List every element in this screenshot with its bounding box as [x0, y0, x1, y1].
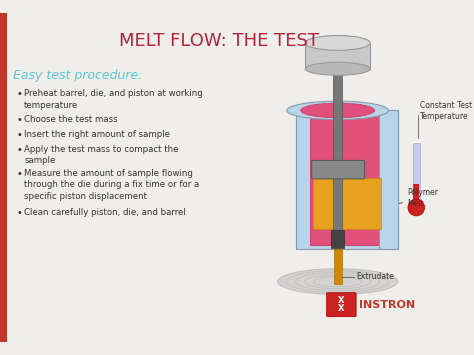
Text: •: • [17, 115, 23, 125]
Text: •: • [17, 169, 23, 179]
Text: Choose the test mass: Choose the test mass [24, 115, 118, 124]
Text: •: • [17, 144, 23, 155]
Bar [296, 110, 398, 249]
Bar [313, 178, 381, 229]
Text: Clean carefully piston, die, and barrel: Clean carefully piston, die, and barrel [24, 208, 186, 217]
Bar [413, 185, 419, 205]
Bar [310, 115, 384, 245]
Text: X
X: X X [338, 296, 345, 313]
Text: Easy test procedure:: Easy test procedure: [13, 69, 143, 82]
Ellipse shape [287, 101, 389, 120]
Bar [0, 13, 8, 342]
Text: INSTRON: INSTRON [359, 300, 415, 310]
Bar [305, 43, 370, 69]
Text: Insert the right amount of sample: Insert the right amount of sample [24, 130, 170, 139]
Ellipse shape [305, 36, 370, 50]
Ellipse shape [301, 103, 374, 118]
Text: MELT FLOW: THE TEST: MELT FLOW: THE TEST [119, 32, 319, 50]
Text: Constant Test
Temperature: Constant Test Temperature [420, 101, 472, 121]
Bar [334, 249, 342, 284]
Text: Extrudate: Extrudate [356, 272, 394, 282]
Text: •: • [17, 89, 23, 99]
Bar [331, 230, 344, 248]
Bar [412, 143, 420, 204]
Ellipse shape [277, 269, 398, 295]
Text: •: • [17, 208, 23, 218]
Text: •: • [17, 130, 23, 140]
Text: Preheat barrel, die, and piston at working
temperature: Preheat barrel, die, and piston at worki… [24, 89, 203, 110]
Text: Polymer
Melt: Polymer Melt [407, 188, 438, 208]
Circle shape [408, 199, 425, 216]
Text: Apply the test mass to compact the
sample: Apply the test mass to compact the sampl… [24, 144, 179, 165]
FancyBboxPatch shape [312, 160, 365, 179]
Bar [333, 55, 342, 235]
Bar [379, 110, 398, 249]
Ellipse shape [305, 62, 370, 75]
FancyBboxPatch shape [327, 293, 356, 317]
Text: Measure the amount of sample flowing
through the die during a fix time or for a
: Measure the amount of sample flowing thr… [24, 169, 199, 201]
